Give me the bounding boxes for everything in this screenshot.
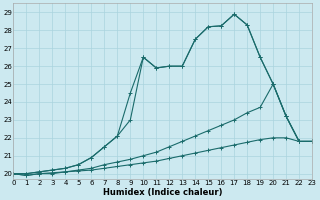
- X-axis label: Humidex (Indice chaleur): Humidex (Indice chaleur): [103, 188, 222, 197]
